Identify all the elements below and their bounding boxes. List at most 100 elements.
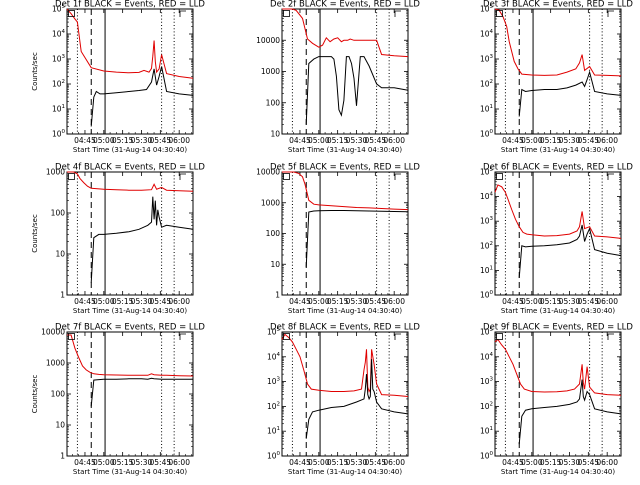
lld-series-line <box>67 334 194 377</box>
plot-frame <box>281 331 409 457</box>
panel-det-6: Det 6f BLACK = Events, RED = LLD 100 101 10… <box>480 163 633 316</box>
x-tick-label: 05:00 <box>93 297 115 306</box>
lld-series-line <box>67 171 194 192</box>
x-tick-label: 05:45 <box>365 297 387 306</box>
y-tick-label: 100 <box>51 390 66 399</box>
x-tick-label: 06:00 <box>168 297 190 306</box>
x-tick-label: 05:30 <box>559 458 581 467</box>
panel-title: Det 8f BLACK = Events, RED = LLD <box>270 323 420 333</box>
x-tick-label: 05:00 <box>521 297 543 306</box>
y-tick-label: 102 <box>480 79 493 89</box>
y-tick-label: 10 <box>270 130 280 139</box>
events-series-line <box>90 66 194 127</box>
panel-title: Det 1f BLACK = Events, RED = LLD <box>55 0 205 10</box>
y-tick-label: 101 <box>52 104 65 114</box>
corner-box-glyph <box>68 173 75 180</box>
x-tick-label: 06:00 <box>596 136 618 145</box>
x-tick-label: 05:00 <box>521 136 543 145</box>
plot-frame <box>66 8 194 135</box>
y-axis-label: Counts/sec <box>31 52 39 91</box>
y-tick-label: 102 <box>52 79 65 89</box>
x-tick-label: 04:45 <box>502 136 524 145</box>
x-tick-label: 05:15 <box>327 297 349 306</box>
corner-bracket-glyph <box>394 10 401 17</box>
x-tick-label: 05:45 <box>150 458 172 467</box>
x-tick-label: 04:45 <box>74 458 96 467</box>
y-tick-label: 101 <box>480 104 493 114</box>
corner-bracket-glyph <box>394 333 401 340</box>
y-tick-label: 101 <box>480 265 493 275</box>
corner-bracket-glyph <box>607 173 614 180</box>
x-tick-label: 04:45 <box>289 458 311 467</box>
events-series-line <box>518 70 622 117</box>
x-tick-label: 04:45 <box>289 297 311 306</box>
lld-series-line <box>281 333 409 397</box>
x-tick-label: 05:00 <box>308 458 330 467</box>
events-series-line <box>305 56 409 125</box>
y-tick-label: 101 <box>480 426 493 436</box>
x-tick-label: 04:45 <box>74 136 96 145</box>
corner-box-glyph <box>68 10 75 17</box>
x-axis-label: Start Time (31-Aug-14 04:30:40) <box>288 146 402 154</box>
y-tick-label: 100 <box>52 129 66 139</box>
x-tick-label: 05:30 <box>346 458 368 467</box>
y-axis-label: Counts/sec <box>31 214 39 253</box>
panel-title: Det 4f BLACK = Events, RED = LLD <box>55 163 205 173</box>
lld-series-line <box>494 184 622 239</box>
corner-box-glyph <box>496 10 503 17</box>
y-tick-label: 10 <box>55 250 65 259</box>
y-tick-label: 10 <box>55 421 65 430</box>
y-tick-label: 1 <box>60 452 65 461</box>
y-axis-label: Counts/sec <box>31 375 39 414</box>
x-tick-label: 06:00 <box>168 458 190 467</box>
panel-det-8: Det 8f BLACK = Events, RED = LLD 100 101 10… <box>267 323 420 477</box>
corner-box-glyph <box>68 333 75 340</box>
y-tick-label: 105 <box>267 327 281 337</box>
y-tick-label: 100 <box>480 129 494 139</box>
panel-det-4: Det 4f BLACK = Events, RED = LLD 1 10 100 10… <box>31 163 205 316</box>
x-tick-label: 05:30 <box>131 458 153 467</box>
x-tick-label: 05:15 <box>112 136 134 145</box>
y-tick-label: 1000 <box>261 67 280 76</box>
y-tick-label: 10000 <box>256 168 280 177</box>
x-tick-label: 05:15 <box>540 458 562 467</box>
y-tick-label: 105 <box>480 327 494 337</box>
x-axis-label: Start Time (31-Aug-14 04:30:40) <box>73 146 187 154</box>
corner-bracket-glyph <box>179 333 186 340</box>
x-tick-label: 05:30 <box>131 297 153 306</box>
x-tick-label: 04:45 <box>502 297 524 306</box>
x-tick-label: 04:45 <box>502 458 524 467</box>
y-tick-label: 103 <box>480 377 494 387</box>
x-tick-label: 05:00 <box>521 458 543 467</box>
x-axis-label: Start Time (31-Aug-14 04:30:40) <box>288 468 402 476</box>
y-tick-label: 100 <box>266 229 281 238</box>
x-tick-label: 05:00 <box>308 297 330 306</box>
y-tick-label: 100 <box>51 209 66 218</box>
x-tick-label: 05:15 <box>540 136 562 145</box>
x-tick-label: 05:45 <box>578 297 600 306</box>
y-tick-label: 1000 <box>46 359 65 368</box>
y-tick-label: 105 <box>480 4 494 14</box>
panel-title: Det 5f BLACK = Events, RED = LLD <box>270 163 420 173</box>
x-tick-label: 05:15 <box>327 458 349 467</box>
lld-series-line <box>494 8 622 77</box>
y-tick-label: 103 <box>480 54 494 64</box>
x-tick-label: 06:00 <box>596 297 618 306</box>
panel-det-2: Det 2f BLACK = Events, RED = LLD 10 100 100… <box>256 0 420 154</box>
panel-title: Det 2f BLACK = Events, RED = LLD <box>270 0 420 10</box>
y-tick-label: 102 <box>480 401 493 411</box>
x-axis-label: Start Time (31-Aug-14 04:30:40) <box>288 307 402 315</box>
events-series-line <box>518 379 622 445</box>
panel-title: Det 6f BLACK = Events, RED = LLD <box>483 163 633 173</box>
panel-det-7: Det 7f BLACK = Events, RED = LLD 1 10 100 10… <box>31 323 205 477</box>
lld-series-line <box>66 8 194 79</box>
y-tick-label: 100 <box>480 290 494 300</box>
events-series-line <box>90 196 194 283</box>
y-tick-label: 102 <box>267 401 280 411</box>
corner-box-glyph <box>496 333 503 340</box>
y-tick-label: 103 <box>267 377 281 387</box>
corner-bracket-glyph <box>607 333 614 340</box>
events-series-line <box>518 224 622 278</box>
y-tick-label: 105 <box>52 4 66 14</box>
